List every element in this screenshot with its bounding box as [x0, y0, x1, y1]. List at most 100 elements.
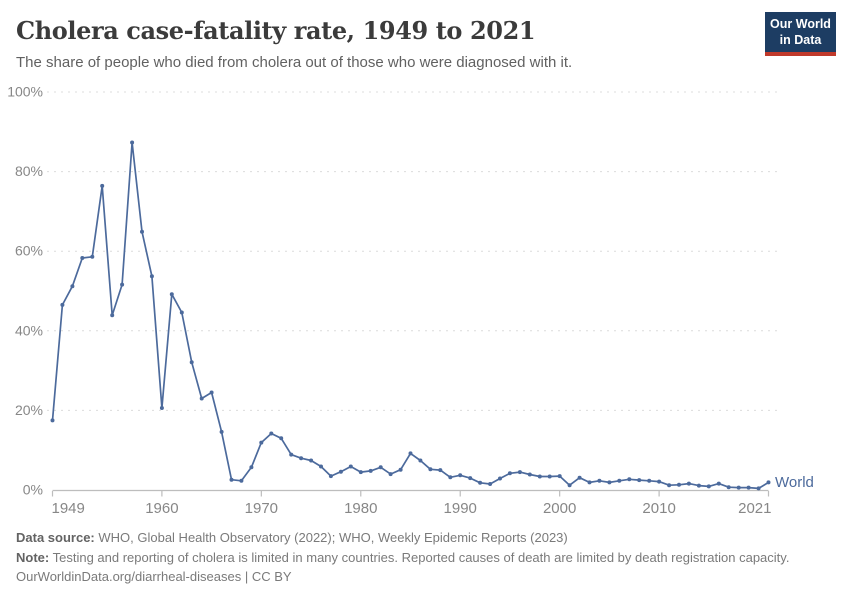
note-line: Note: Testing and reporting of cholera i… — [16, 548, 789, 568]
data-point[interactable] — [547, 474, 552, 479]
x-tick-label: 1949 — [52, 500, 85, 517]
data-point[interactable] — [448, 475, 453, 480]
data-point[interactable] — [70, 284, 75, 289]
line-chart[interactable]: 0% 20% 40% 60% 80% 100% 1949 1960 1970 1980 1990 20… — [0, 80, 850, 525]
data-point[interactable] — [209, 390, 214, 395]
data-point[interactable] — [488, 482, 493, 486]
data-point[interactable] — [607, 480, 612, 485]
data-point[interactable] — [338, 469, 343, 474]
data-point[interactable] — [706, 484, 711, 489]
y-tick-label: 40% — [15, 322, 43, 338]
y-tick-label: 20% — [15, 402, 43, 418]
note-text: Testing and reporting of cholera is limi… — [52, 549, 790, 565]
datasource-label: Data source: — [16, 530, 95, 545]
data-point[interactable] — [716, 481, 721, 486]
data-point[interactable] — [149, 274, 154, 279]
x-tick-label: 1960 — [145, 500, 178, 517]
data-point[interactable] — [319, 464, 323, 469]
owid-logo-line2: in Data — [779, 33, 822, 47]
data-point[interactable] — [458, 473, 463, 478]
data-point[interactable] — [736, 485, 741, 490]
data-point[interactable] — [587, 480, 592, 485]
series-label-world[interactable]: World — [775, 474, 814, 491]
data-point[interactable] — [328, 474, 333, 479]
data-point[interactable] — [597, 478, 602, 483]
owid-logo[interactable]: Our World in Data — [765, 12, 836, 56]
data-point[interactable] — [537, 474, 542, 479]
data-point[interactable] — [557, 474, 562, 479]
data-point[interactable] — [746, 485, 751, 490]
x-tick-label: 2000 — [543, 500, 576, 517]
data-point[interactable] — [428, 467, 433, 472]
x-tick-label: 2021 — [738, 500, 771, 517]
data-point[interactable] — [299, 456, 304, 461]
data-point[interactable] — [726, 485, 731, 490]
data-point[interactable] — [279, 436, 284, 441]
data-point[interactable] — [756, 486, 761, 491]
page-title: Cholera case-fatality rate, 1949 to 2021 — [16, 16, 536, 45]
data-point[interactable] — [110, 313, 115, 318]
data-point[interactable] — [289, 452, 294, 457]
data-point[interactable] — [189, 360, 194, 365]
data-point[interactable] — [686, 481, 691, 486]
data-point[interactable] — [169, 292, 174, 297]
data-point[interactable] — [378, 465, 383, 470]
chart-subtitle: The share of people who died from choler… — [16, 54, 573, 71]
y-tick-label: 80% — [15, 163, 43, 179]
data-point[interactable] — [259, 440, 264, 445]
data-point[interactable] — [517, 470, 522, 475]
datasource-text: WHO, Global Health Observatory (2022); W… — [98, 530, 568, 545]
data-point[interactable] — [50, 418, 55, 423]
x-tick-label: 1980 — [344, 500, 377, 517]
data-point[interactable] — [408, 451, 413, 456]
data-point[interactable] — [398, 467, 403, 472]
data-point[interactable] — [199, 396, 204, 401]
data-point[interactable] — [507, 471, 512, 476]
data-point[interactable] — [90, 254, 95, 259]
y-tick-label: 60% — [15, 243, 43, 259]
data-point[interactable] — [368, 468, 373, 473]
data-point[interactable] — [249, 465, 254, 470]
data-point[interactable] — [229, 477, 234, 482]
data-point[interactable] — [696, 483, 701, 488]
data-point[interactable] — [637, 478, 642, 483]
data-point[interactable] — [468, 476, 473, 481]
x-tick-label: 2010 — [642, 500, 675, 517]
data-point[interactable] — [766, 480, 771, 485]
data-point[interactable] — [388, 472, 393, 477]
data-point[interactable] — [120, 282, 125, 287]
license-separator: | — [241, 569, 252, 584]
data-point[interactable] — [269, 431, 274, 436]
data-point[interactable] — [657, 479, 662, 484]
x-tick-label: 1990 — [444, 500, 477, 517]
data-point[interactable] — [80, 256, 85, 260]
data-point[interactable] — [527, 472, 532, 477]
data-point[interactable] — [478, 480, 483, 485]
data-point[interactable] — [239, 478, 244, 483]
data-point[interactable] — [60, 302, 65, 307]
owid-url-link[interactable]: OurWorldinData.org/diarrheal-diseases — [16, 569, 242, 584]
data-point[interactable] — [100, 183, 105, 188]
chart-footer: Data source: WHO, Global Health Observat… — [16, 528, 789, 587]
data-point[interactable] — [179, 310, 184, 315]
data-point[interactable] — [358, 470, 363, 475]
data-point[interactable] — [677, 482, 681, 487]
data-point[interactable] — [219, 429, 224, 434]
data-point[interactable] — [627, 477, 632, 482]
data-point[interactable] — [159, 406, 164, 410]
data-point[interactable] — [498, 476, 502, 481]
data-point[interactable] — [418, 458, 423, 463]
data-point[interactable] — [667, 483, 672, 488]
data-point[interactable] — [617, 478, 622, 483]
data-point[interactable] — [647, 478, 652, 483]
data-point[interactable] — [567, 483, 572, 488]
data-point[interactable] — [438, 468, 443, 473]
owid-logo-line1: Our World — [770, 17, 831, 31]
data-point[interactable] — [577, 475, 582, 480]
license-line: OurWorldinData.org/diarrheal-diseases | … — [16, 567, 789, 587]
data-point[interactable] — [309, 458, 314, 463]
data-point[interactable] — [130, 140, 135, 145]
data-point[interactable] — [140, 229, 144, 234]
y-tick-label: 100% — [7, 84, 43, 100]
data-point[interactable] — [348, 464, 353, 469]
